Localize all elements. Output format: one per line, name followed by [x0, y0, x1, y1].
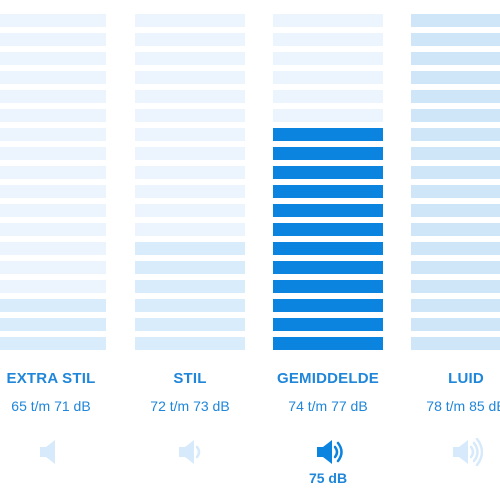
level-bar-filled	[411, 71, 500, 84]
level-bar-filled	[411, 147, 500, 160]
speaker-mute-icon	[40, 440, 55, 464]
level-bar-filled	[273, 204, 383, 217]
level-bar-filled	[273, 261, 383, 274]
level-label: LUID	[448, 370, 484, 387]
level-bar-filled	[411, 280, 500, 293]
level-bar	[0, 147, 106, 160]
speaker-high-icon	[453, 438, 483, 466]
level-bar-filled	[273, 166, 383, 179]
level-bar-filled	[273, 223, 383, 236]
level-bar-filled	[0, 299, 106, 312]
level-bar-filled	[273, 280, 383, 293]
level-bar	[273, 33, 383, 46]
level-bar-filled	[273, 242, 383, 255]
level-bar-filled	[273, 147, 383, 160]
level-bar-filled	[135, 261, 245, 274]
level-bar	[0, 261, 106, 274]
level-bar-filled	[135, 280, 245, 293]
level-label: EXTRA STIL	[6, 370, 96, 387]
level-bar-filled	[273, 318, 383, 331]
level-column-stil[interactable]: STIL 72 t/m 73 dB	[121, 0, 259, 500]
level-bar-filled	[135, 337, 245, 350]
level-bar-filled	[0, 337, 106, 350]
level-bar-filled	[411, 337, 500, 350]
level-meter	[135, 14, 245, 356]
level-bar	[0, 109, 106, 122]
level-bar	[0, 204, 106, 217]
level-bar-filled	[273, 337, 383, 350]
level-bar	[135, 185, 245, 198]
level-bar	[135, 52, 245, 65]
level-bar-filled	[411, 52, 500, 65]
speaker-low-icon	[179, 440, 201, 464]
level-bar	[135, 33, 245, 46]
level-bar	[135, 71, 245, 84]
level-bar-filled	[411, 261, 500, 274]
level-bar	[135, 128, 245, 141]
level-bar-filled	[135, 299, 245, 312]
level-bar	[135, 14, 245, 27]
level-label: GEMIDDELDE	[276, 370, 379, 387]
level-bar	[135, 223, 245, 236]
level-bar	[0, 280, 106, 293]
level-label: STIL	[173, 370, 207, 387]
level-range: 78 t/m 85 dB	[426, 398, 500, 414]
level-bar	[135, 147, 245, 160]
level-bar	[135, 109, 245, 122]
level-bar	[0, 33, 106, 46]
level-bar-filled	[135, 242, 245, 255]
level-bar	[0, 14, 106, 27]
level-bar	[0, 71, 106, 84]
level-bar	[135, 90, 245, 103]
level-meter	[0, 14, 106, 356]
level-bar-filled	[411, 299, 500, 312]
level-bar	[135, 204, 245, 217]
level-column-luid[interactable]: LUID 78 t/m 85 dB	[397, 0, 500, 500]
level-meter	[411, 14, 500, 356]
level-bar-filled	[411, 318, 500, 331]
level-bar	[273, 109, 383, 122]
level-bar	[0, 223, 106, 236]
level-meter	[273, 14, 383, 356]
level-bar-filled	[135, 318, 245, 331]
level-range: 72 t/m 73 dB	[150, 398, 230, 414]
level-bar	[135, 166, 245, 179]
level-bar-filled	[411, 128, 500, 141]
level-bar	[273, 52, 383, 65]
level-bar-filled	[411, 166, 500, 179]
level-value: 75 dB	[308, 470, 348, 486]
level-bar-filled	[411, 223, 500, 236]
level-bar	[0, 166, 106, 179]
level-bar	[273, 14, 383, 27]
level-range: 65 t/m 71 dB	[11, 398, 91, 414]
level-bar	[273, 71, 383, 84]
level-bar	[0, 52, 106, 65]
level-bar-filled	[273, 299, 383, 312]
level-bar	[0, 242, 106, 255]
level-bar	[273, 90, 383, 103]
level-column-extra-stil[interactable]: EXTRA STIL 65 t/m 71 dB	[0, 0, 120, 500]
level-bar-filled	[411, 33, 500, 46]
level-bar-filled	[411, 185, 500, 198]
level-bar	[0, 128, 106, 141]
level-range: 74 t/m 77 dB	[288, 398, 368, 414]
level-bar-filled	[273, 185, 383, 198]
level-bar-filled	[411, 109, 500, 122]
level-bar-filled	[411, 242, 500, 255]
level-bar-filled	[411, 90, 500, 103]
level-bar-filled	[273, 128, 383, 141]
level-bar-filled	[0, 318, 106, 331]
level-column-gemiddelde[interactable]: GEMIDDELDE 74 t/m 77 dB 75 dB	[259, 0, 397, 500]
level-bar-filled	[411, 204, 500, 217]
speaker-medium-icon	[317, 440, 343, 464]
level-bar	[0, 185, 106, 198]
level-bar	[0, 90, 106, 103]
level-bar-filled	[411, 14, 500, 27]
